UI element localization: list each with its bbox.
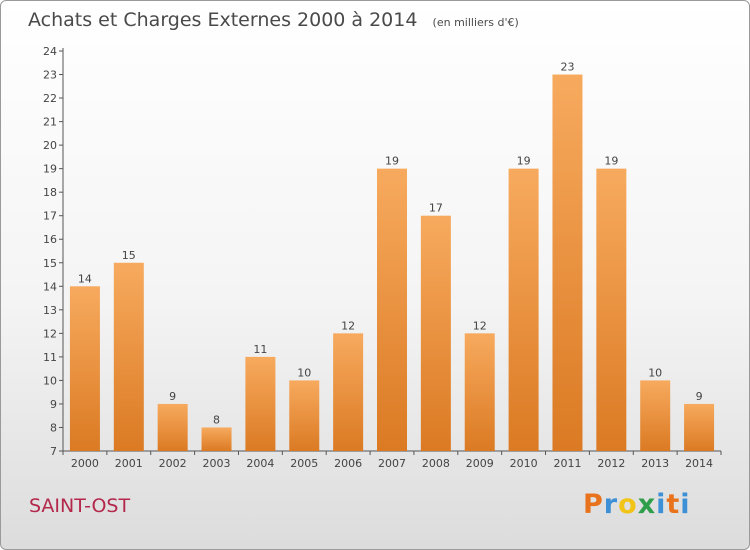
data-label-2009: 12 [473, 319, 487, 332]
bar-2001 [113, 262, 144, 451]
y-tick-label: 10 [43, 374, 57, 387]
x-tick-label-2011: 2011 [553, 457, 581, 470]
bar-2004 [245, 356, 276, 451]
town-name: SAINT-OST [29, 495, 131, 517]
bar-2000 [69, 286, 100, 451]
y-tick-label: 18 [43, 186, 57, 199]
x-tick-label-2008: 2008 [422, 457, 450, 470]
x-tick-label-2002: 2002 [159, 457, 187, 470]
data-label-2014: 9 [696, 390, 703, 403]
logo-letter: i [656, 489, 667, 520]
logo-letter: P [583, 489, 604, 520]
y-tick-label: 17 [43, 210, 57, 223]
bar-2011 [552, 74, 583, 451]
bar-2006 [333, 333, 364, 451]
y-tick-label: 22 [43, 92, 57, 105]
chart-title: Achats et Charges Externes 2000 à 2014 [28, 9, 418, 31]
bar-2009 [464, 333, 495, 451]
y-tick-label: 15 [43, 257, 57, 270]
y-tick-label: 11 [43, 351, 57, 364]
logo-letter: i [680, 489, 691, 520]
bar-2007 [377, 168, 407, 451]
bar-2013 [640, 380, 671, 451]
y-tick-label: 21 [43, 116, 57, 129]
data-label-2003: 8 [213, 413, 220, 426]
y-tick-label: 8 [50, 421, 57, 434]
data-label-2002: 9 [169, 390, 176, 403]
y-tick-label: 12 [43, 327, 57, 340]
bar-2014 [684, 403, 715, 451]
data-label-2010: 19 [517, 155, 531, 168]
x-tick-label-2005: 2005 [290, 457, 318, 470]
chart-subtitle: (en milliers d'€) [432, 16, 519, 29]
x-tick-label-2001: 2001 [115, 457, 143, 470]
logo-letter: x [637, 489, 657, 520]
y-tick-label: 19 [43, 163, 57, 176]
y-tick-label: 7 [50, 445, 57, 458]
bar-2012 [596, 168, 627, 451]
data-label-2013: 10 [648, 366, 662, 379]
bar-2005 [289, 380, 320, 451]
chart-title-block: Achats et Charges Externes 2000 à 2014 (… [28, 9, 519, 31]
data-label-2006: 12 [341, 319, 355, 332]
logo-letter: r [603, 489, 619, 520]
x-tick-label-2006: 2006 [334, 457, 362, 470]
y-tick-label: 24 [43, 45, 57, 58]
logo-letter: t [666, 489, 681, 520]
y-tick-label: 14 [43, 280, 57, 293]
x-tick-label-2004: 2004 [246, 457, 274, 470]
y-tick-label: 20 [43, 139, 57, 152]
data-label-2008: 17 [429, 202, 443, 215]
x-tick-label-2012: 2012 [597, 457, 625, 470]
data-label-2000: 14 [78, 272, 92, 285]
proxiti-logo: Proxiti [583, 489, 691, 520]
x-tick-label-2009: 2009 [466, 457, 494, 470]
data-label-2011: 23 [560, 61, 574, 74]
y-tick-label: 16 [43, 233, 57, 246]
y-tick-label: 13 [43, 304, 57, 317]
x-tick-label-2014: 2014 [685, 457, 713, 470]
x-tick-label-2013: 2013 [641, 457, 669, 470]
data-label-2012: 19 [604, 155, 618, 168]
x-tick-label-2000: 2000 [71, 457, 99, 470]
bar-2010 [508, 168, 539, 451]
x-tick-label-2007: 2007 [378, 457, 406, 470]
y-tick-label: 9 [50, 398, 57, 411]
logo-letter: o [618, 489, 638, 520]
x-tick-label-2003: 2003 [203, 457, 231, 470]
bar-2008 [420, 215, 451, 451]
bar-2003 [201, 427, 232, 451]
data-label-2004: 11 [253, 343, 267, 356]
y-tick-label: 23 [43, 69, 57, 82]
data-label-2007: 19 [385, 155, 399, 168]
bar-2002 [157, 403, 188, 451]
x-tick-label-2010: 2010 [510, 457, 538, 470]
data-label-2005: 10 [297, 366, 311, 379]
data-label-2001: 15 [122, 249, 136, 262]
